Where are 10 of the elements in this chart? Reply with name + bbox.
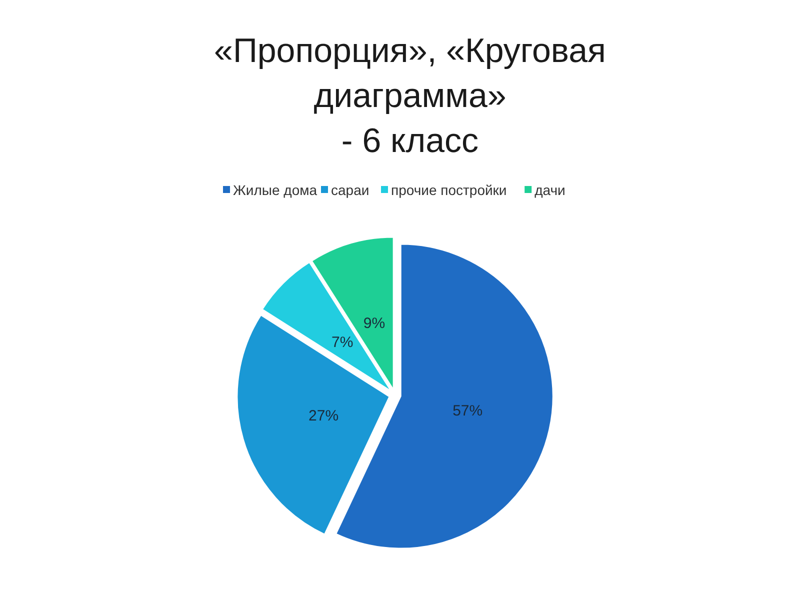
chart-subtitle: - 6 класс: [341, 122, 479, 160]
legend-label: прочие постройки: [391, 182, 507, 198]
legend-label: Жилые дома: [233, 182, 318, 198]
legend-label: сараи: [331, 182, 370, 198]
data-label: 9%: [363, 315, 386, 332]
data-label: 27%: [308, 407, 339, 424]
data-label: 57%: [452, 402, 483, 420]
data-label: 7%: [332, 334, 354, 351]
legend-label: дачи: [534, 182, 566, 198]
chart-title: «Пропорция», «Круговая диаграмма»: [214, 32, 606, 115]
